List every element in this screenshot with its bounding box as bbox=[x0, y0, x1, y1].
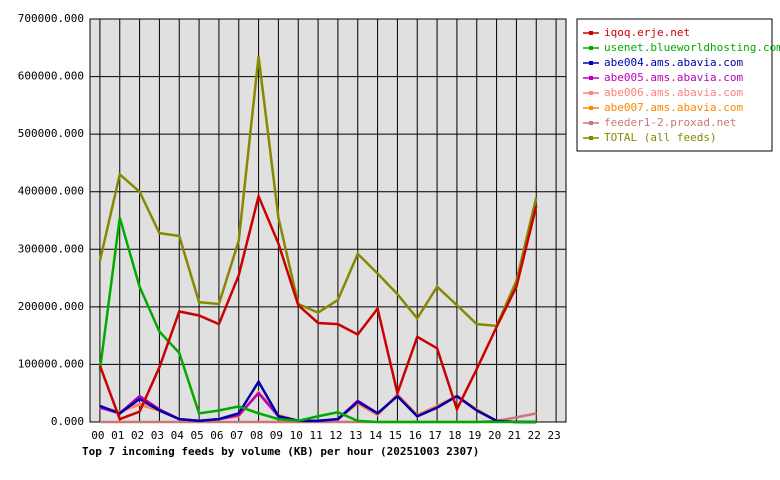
series-line bbox=[98, 56, 538, 328]
legend-marker bbox=[589, 46, 593, 50]
y-tick-label: 300000.000 bbox=[18, 242, 84, 255]
plot-area bbox=[89, 18, 567, 423]
legend-label: TOTAL (all feeds) bbox=[604, 131, 717, 144]
x-tick-label: 01 bbox=[111, 429, 124, 442]
legend-label: abe004.ams.abavia.com bbox=[604, 56, 743, 69]
legend-label: usenet.blueworldhosting.com bbox=[604, 41, 780, 54]
series-line bbox=[98, 217, 537, 424]
legend-marker bbox=[589, 136, 593, 140]
chart-title: Top 7 incoming feeds by volume (KB) per … bbox=[82, 445, 479, 458]
y-tick-label: 400000.000 bbox=[18, 185, 84, 198]
x-tick-label: 21 bbox=[508, 429, 521, 442]
x-tick-label: 18 bbox=[448, 429, 461, 442]
legend-marker bbox=[589, 76, 593, 80]
x-tick-label: 09 bbox=[270, 429, 283, 442]
series-line bbox=[99, 379, 537, 424]
legend-label: abe005.ams.abavia.com bbox=[604, 71, 743, 84]
legend-marker bbox=[589, 31, 593, 35]
legend-marker bbox=[589, 61, 593, 65]
x-tick-label: 13 bbox=[349, 429, 362, 442]
legend-label: iqoq.erje.net bbox=[604, 26, 690, 39]
x-tick-label: 14 bbox=[369, 429, 383, 442]
x-tick-label: 08 bbox=[250, 429, 263, 442]
x-tick-label: 16 bbox=[409, 429, 422, 442]
x-tick-label: 05 bbox=[190, 429, 203, 442]
legend-label: abe006.ams.abavia.com bbox=[604, 86, 743, 99]
y-tick-label: 0.000 bbox=[51, 415, 84, 428]
legend-marker bbox=[589, 106, 593, 110]
x-tick-label: 02 bbox=[131, 429, 144, 442]
series-line bbox=[98, 192, 538, 421]
y-tick-label: 100000.000 bbox=[18, 357, 84, 370]
legend-label: feeder1-2.proxad.net bbox=[604, 116, 736, 129]
x-tick-label: 03 bbox=[151, 429, 164, 442]
y-tick-label: 200000.000 bbox=[18, 300, 84, 313]
legend-box bbox=[576, 18, 773, 152]
y-tick-label: 500000.000 bbox=[18, 127, 84, 140]
y-tick-label: 600000.000 bbox=[18, 70, 84, 83]
x-tick-label: 11 bbox=[309, 429, 322, 442]
x-tick-label: 22 bbox=[528, 429, 541, 442]
x-tick-label: 00 bbox=[91, 429, 104, 442]
x-tick-label: 07 bbox=[230, 429, 243, 442]
x-tick-label: 15 bbox=[389, 429, 402, 442]
x-tick-label: 10 bbox=[290, 429, 303, 442]
x-tick-label: 20 bbox=[488, 429, 501, 442]
x-tick-label: 17 bbox=[428, 429, 441, 442]
x-tick-label: 23 bbox=[547, 429, 560, 442]
legend-marker bbox=[589, 91, 593, 95]
y-tick-label: 700000.000 bbox=[18, 12, 84, 25]
legend-label: abe007.ams.abavia.com bbox=[604, 101, 743, 114]
x-tick-label: 12 bbox=[329, 429, 342, 442]
x-tick-label: 04 bbox=[171, 429, 185, 442]
x-tick-label: 06 bbox=[210, 429, 223, 442]
x-tick-label: 19 bbox=[468, 429, 481, 442]
legend-marker bbox=[589, 121, 593, 125]
